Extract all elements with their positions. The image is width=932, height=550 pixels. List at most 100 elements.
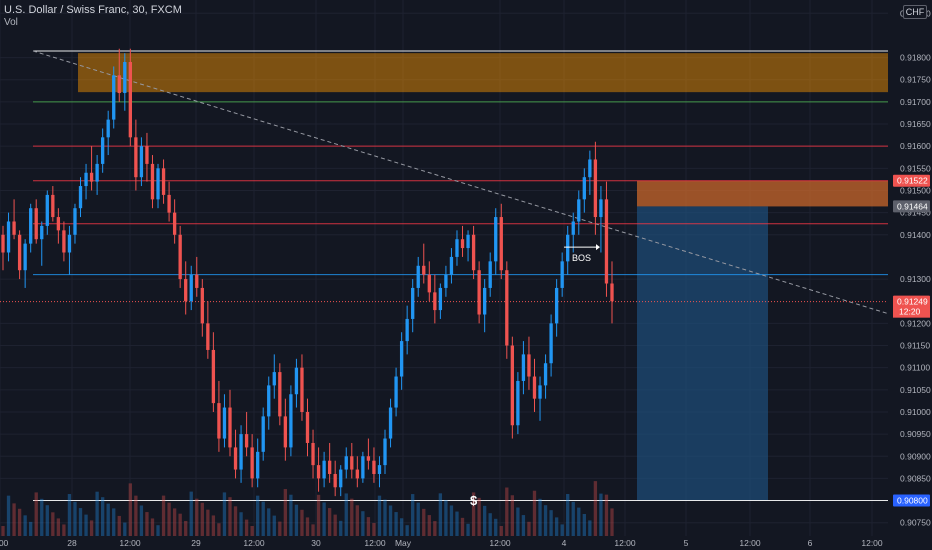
volume-bar xyxy=(167,502,171,536)
y-tick-label: 0.90850 xyxy=(900,473,931,483)
volume-bar xyxy=(67,494,72,536)
volume-bar xyxy=(588,520,592,536)
volume-bar xyxy=(460,517,465,536)
candle-body xyxy=(73,208,77,235)
candle-body xyxy=(305,411,310,443)
volume-bar xyxy=(106,503,110,536)
candle-body xyxy=(211,349,216,404)
volume-bar xyxy=(510,495,515,536)
volume-bar xyxy=(427,515,431,536)
candle-body xyxy=(294,367,299,395)
volume-bar xyxy=(499,526,503,536)
dollar-icon: $ xyxy=(470,493,478,508)
candle-body xyxy=(383,438,387,466)
volume-bar xyxy=(388,505,393,536)
volume-bar xyxy=(599,493,603,536)
volume-bar xyxy=(289,494,293,536)
candle-body xyxy=(577,199,581,222)
candle-body xyxy=(172,212,177,235)
volume-bar xyxy=(250,526,254,536)
price-tag-label: 0.91522 xyxy=(897,176,928,186)
volume-bar xyxy=(411,494,415,536)
y-tick-label: 0.91600 xyxy=(900,141,931,151)
volume-bar xyxy=(322,502,326,536)
volume-bar xyxy=(200,502,204,536)
volume-bar xyxy=(89,520,94,536)
volume-bar xyxy=(300,509,304,536)
candle-body xyxy=(95,163,99,182)
volume-bar xyxy=(488,513,492,536)
candle-body xyxy=(327,460,332,474)
candle-body xyxy=(56,217,61,231)
candle-body xyxy=(350,456,354,470)
volume-bar xyxy=(123,522,127,536)
candle-body xyxy=(366,456,371,461)
candle-body xyxy=(283,416,288,448)
candle-body xyxy=(405,318,409,342)
x-tick-label: 12:00 xyxy=(243,538,265,548)
candle-body xyxy=(189,274,193,302)
x-tick-label: 12:00 xyxy=(861,538,883,548)
volume-bar xyxy=(554,517,559,536)
candle-body xyxy=(339,469,343,488)
candle-body xyxy=(267,385,271,417)
volume-bar xyxy=(211,515,216,536)
candle-body xyxy=(599,199,603,218)
volume-bar xyxy=(117,515,121,536)
volume-bar xyxy=(339,520,343,536)
candle-body xyxy=(167,194,171,213)
volume-label[interactable]: Vol xyxy=(4,17,18,28)
candle-body xyxy=(422,265,426,275)
volume-bar xyxy=(45,505,49,536)
volume-bar xyxy=(521,515,526,536)
symbol-title[interactable]: U.S. Dollar / Swiss Franc, 30, FXCM xyxy=(4,4,182,16)
candle-body xyxy=(593,159,598,218)
volume-bar xyxy=(560,524,564,536)
candle-body xyxy=(527,354,531,377)
volume-bar xyxy=(95,491,99,536)
y-tick-label: 0.91000 xyxy=(900,407,931,417)
candle-body xyxy=(499,217,503,271)
y-tick-label: 0.91700 xyxy=(900,97,931,107)
volume-bar xyxy=(471,492,476,536)
candle-body xyxy=(549,323,553,364)
volume-bar xyxy=(56,518,61,536)
volume-bar xyxy=(527,521,531,536)
volume-bar xyxy=(505,487,509,536)
currency-label[interactable]: CHF xyxy=(903,5,927,19)
candle-body xyxy=(399,341,404,377)
volume-bar xyxy=(577,507,581,536)
x-tick-label: 4 xyxy=(562,538,567,548)
y-tick-label: 0.91050 xyxy=(900,385,931,395)
volume-bar xyxy=(549,510,553,536)
volume-bar xyxy=(294,504,299,536)
candle-body xyxy=(40,225,44,240)
candle-body xyxy=(233,447,238,470)
volume-bar xyxy=(156,525,160,536)
volume-bar xyxy=(444,500,448,536)
y-tick-label: 0.91750 xyxy=(900,75,931,85)
volume-bar xyxy=(267,508,271,536)
volume-bar xyxy=(244,519,249,536)
volume-bar xyxy=(333,514,337,536)
candle-body xyxy=(543,363,548,386)
x-tick-label: 12:00 xyxy=(489,538,511,548)
volume-bar xyxy=(405,525,409,536)
volume-bar xyxy=(78,508,83,536)
volume-bar xyxy=(438,493,443,536)
candle-body xyxy=(117,75,121,94)
candle-body xyxy=(6,221,11,253)
candle-body xyxy=(604,199,609,284)
y-tick-label: 0.90950 xyxy=(900,429,931,439)
x-tick-label: 12:00 xyxy=(614,538,636,548)
volume-bar xyxy=(316,494,321,536)
volume-bar xyxy=(305,517,310,536)
x-tick-label: 29 xyxy=(191,538,201,548)
x-tick-label: 12:00 xyxy=(119,538,141,548)
candle-body xyxy=(100,137,105,164)
volume-bar xyxy=(228,497,232,536)
candle-body xyxy=(150,163,155,200)
zone-short-stop xyxy=(637,180,888,207)
volume-bar xyxy=(195,498,199,536)
